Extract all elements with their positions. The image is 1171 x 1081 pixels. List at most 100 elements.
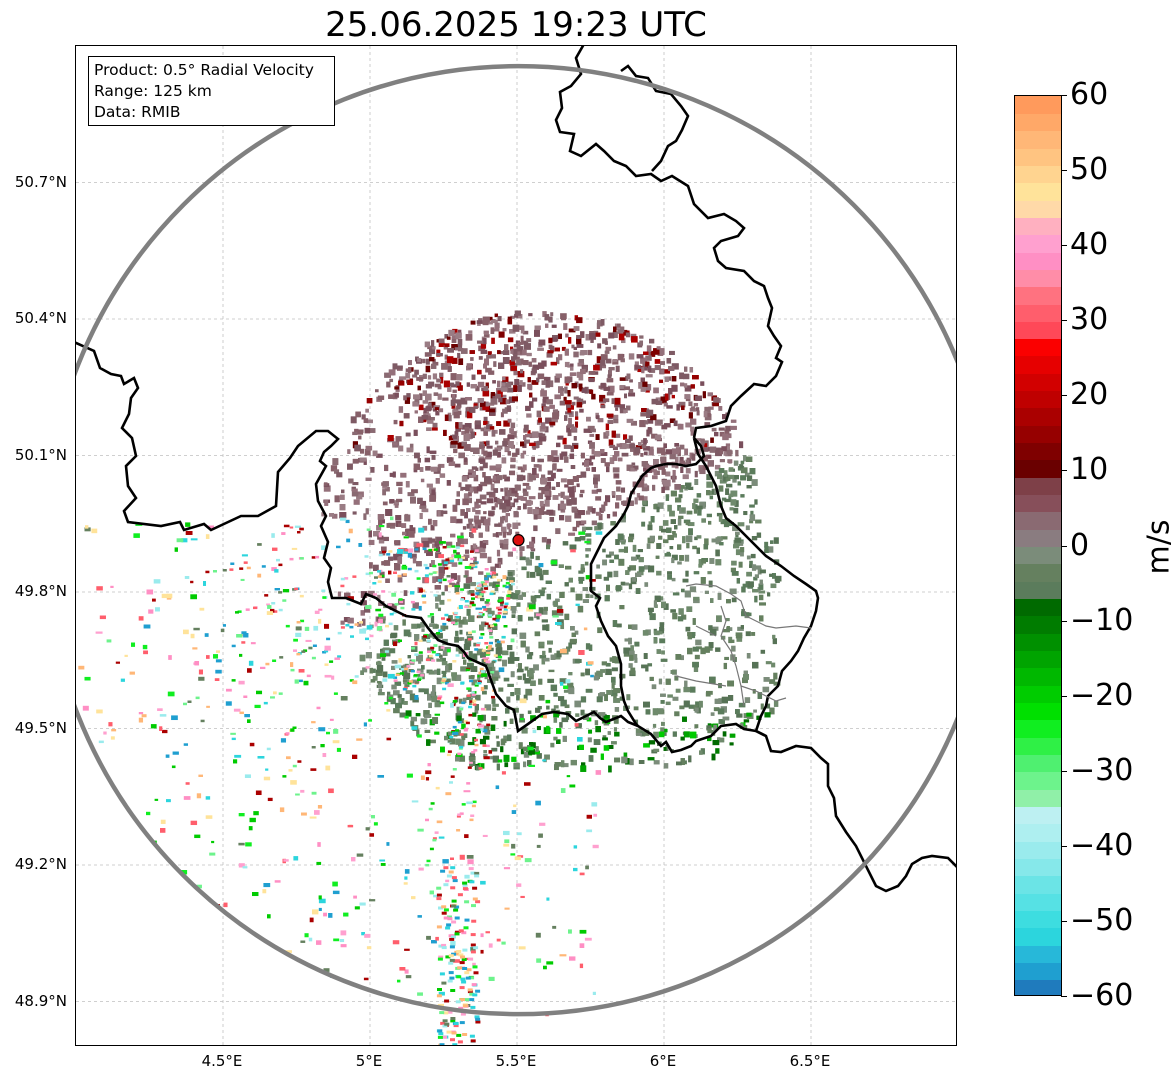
border-belgium-luxembourg <box>589 437 706 727</box>
colorbar-segment <box>1015 130 1061 149</box>
colorbar-tick-label: 40 <box>1070 227 1109 263</box>
colorbar-segment <box>1015 771 1061 790</box>
colorbar-segment <box>1015 823 1061 842</box>
lon-label: 6.5°E <box>789 1052 831 1070</box>
colorbar-segment <box>1015 858 1061 877</box>
colorbar-segment <box>1015 598 1061 617</box>
colorbar-segment <box>1015 234 1061 253</box>
colorbar-segment <box>1015 338 1061 357</box>
country-borders <box>76 46 956 893</box>
colorbar-segment <box>1015 165 1061 184</box>
colorbar-tick-mark <box>1061 395 1067 397</box>
map-title: 25.06.2025 19:23 UTC <box>325 5 707 45</box>
lat-label: 49.8°N <box>14 582 67 600</box>
colorbar-segment <box>1015 321 1061 340</box>
colorbar-segment <box>1015 459 1061 478</box>
border-north <box>76 341 956 893</box>
lat-label: 49.2°N <box>14 855 67 873</box>
colorbar-segment <box>1015 425 1061 444</box>
colorbar-tick-mark <box>1061 695 1067 697</box>
colorbar-segment <box>1015 962 1061 981</box>
colorbar-segment <box>1015 754 1061 773</box>
colorbar-tick-label: −30 <box>1070 752 1134 788</box>
colorbar-segment <box>1015 685 1061 704</box>
colorbar-segment <box>1015 269 1061 288</box>
colorbar-segment <box>1015 113 1061 132</box>
range-text: Range: 125 km <box>94 82 212 100</box>
colorbar-tick-label: 20 <box>1070 377 1109 413</box>
colorbar-segment <box>1015 251 1061 270</box>
colorbar-segment <box>1015 373 1061 392</box>
range-ring <box>76 64 956 1017</box>
lon-label: 4.5°E <box>201 1052 243 1070</box>
colorbar-tick-mark <box>1061 245 1067 247</box>
colorbar-segment <box>1015 147 1061 166</box>
velocity-echoes <box>78 310 782 1045</box>
colorbar-segment <box>1015 633 1061 652</box>
lon-label: 5°E <box>355 1052 383 1070</box>
colorbar-segment <box>1015 719 1061 738</box>
colorbar-segment <box>1015 979 1061 995</box>
colorbar-segment <box>1015 494 1061 513</box>
lat-label: 50.7°N <box>14 172 67 191</box>
colorbar-segment <box>1015 303 1061 322</box>
radar-map-canvas <box>76 46 956 1045</box>
colorbar-segment <box>1015 407 1061 426</box>
colorbar-segment <box>1015 893 1061 911</box>
colorbar-tick-mark <box>1061 470 1067 472</box>
colorbar-segment <box>1015 442 1061 461</box>
lat-label: 50.4°N <box>14 309 67 327</box>
colorbar-unit: m/s <box>1141 519 1171 575</box>
colorbar-tick-mark <box>1061 620 1067 622</box>
product-info-box: Product: 0.5° Radial Velocity Range: 125… <box>88 56 335 126</box>
colorbar-segment <box>1015 529 1061 548</box>
colorbar-segment <box>1015 355 1061 374</box>
colorbar-segment <box>1015 199 1061 218</box>
colorbar-tick-mark <box>1061 845 1067 847</box>
colorbar-segment <box>1015 217 1061 236</box>
colorbar-tick-mark <box>1061 95 1067 96</box>
colorbar-segment <box>1015 477 1061 496</box>
colorbar-tick-label: 30 <box>1070 302 1109 338</box>
colorbar-tick-mark <box>1061 920 1067 922</box>
data-source-text: Data: RMIB <box>94 103 181 121</box>
colorbar-segment <box>1015 615 1061 634</box>
colorbar-segment <box>1015 511 1061 530</box>
colorbar-segment <box>1015 875 1061 894</box>
colorbar-tick-mark <box>1061 320 1067 322</box>
colorbar-segment <box>1015 910 1061 929</box>
lat-label: 49.5°N <box>14 718 67 737</box>
colorbar-segment <box>1015 390 1061 409</box>
colorbar-segment <box>1015 737 1061 756</box>
velocity-colorbar <box>1014 95 1062 996</box>
colorbar-tick-label: 0 <box>1070 527 1090 563</box>
colorbar-tick-mark <box>1061 170 1067 172</box>
border-east-belgium-2 <box>620 64 690 172</box>
colorbar-segment <box>1015 702 1061 721</box>
colorbar-segment <box>1015 667 1061 686</box>
colorbar-segment <box>1015 789 1061 807</box>
border-luxembourg-germany <box>692 437 820 738</box>
colorbar-segment <box>1015 806 1061 825</box>
colorbar-segment <box>1015 96 1061 114</box>
colorbar-tick-mark <box>1061 545 1067 547</box>
colorbar-segment <box>1015 581 1061 600</box>
radar-map <box>75 45 957 1046</box>
colorbar-tick-label: 10 <box>1070 452 1109 488</box>
colorbar-tick-label: −60 <box>1070 978 1134 1013</box>
colorbar-tick-label: 60 <box>1070 77 1109 112</box>
radar-site-marker <box>512 534 525 547</box>
colorbar-segment <box>1015 927 1061 946</box>
colorbar-tick-mark <box>1061 770 1067 772</box>
colorbar-segment <box>1015 841 1061 859</box>
colorbar-tick-label: 50 <box>1070 152 1109 188</box>
colorbar-tick-label: −50 <box>1070 902 1134 938</box>
lat-label: 50.1°N <box>14 445 67 464</box>
colorbar-segment <box>1015 286 1061 305</box>
luxembourg-districts <box>675 583 812 707</box>
colorbar-tick-mark <box>1061 996 1067 997</box>
colorbar-tick-label: −20 <box>1070 677 1134 713</box>
colorbar-segment <box>1015 945 1061 963</box>
lon-label: 6°E <box>649 1052 677 1070</box>
colorbar-segment <box>1015 650 1061 669</box>
